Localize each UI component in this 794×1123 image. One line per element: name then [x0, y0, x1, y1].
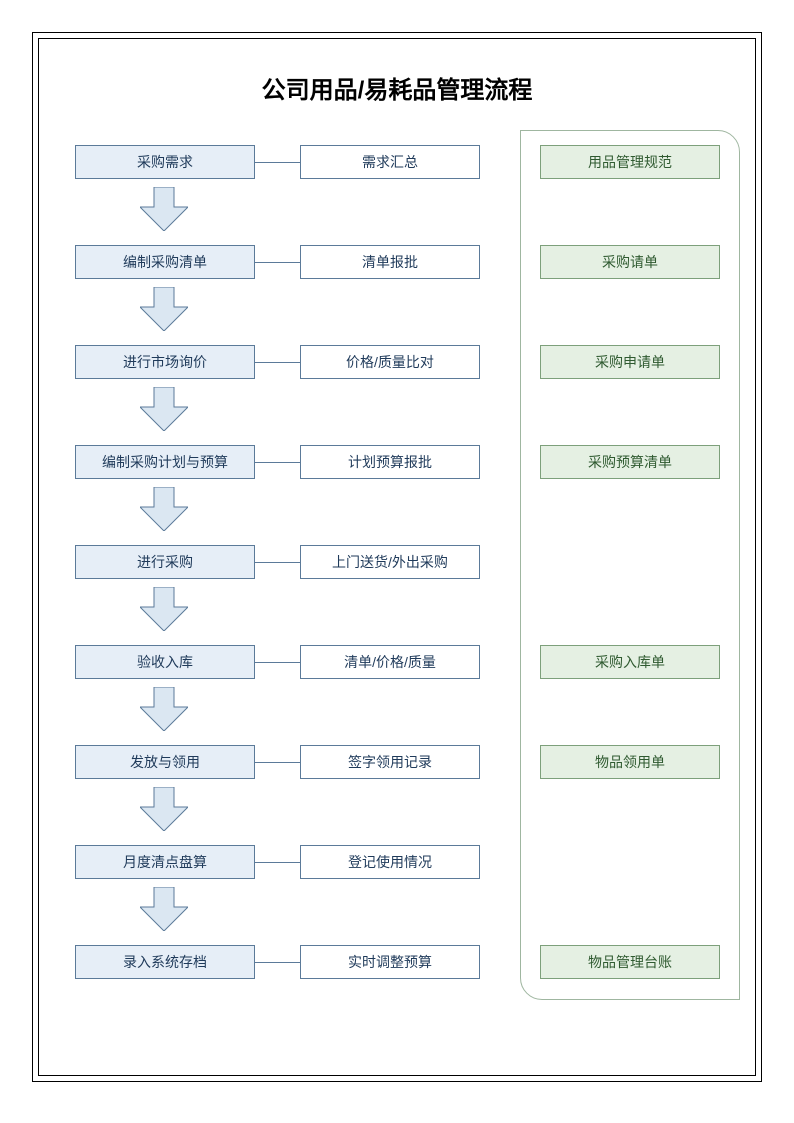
process-step-1: 编制采购清单	[75, 245, 255, 279]
process-step-3: 编制采购计划与预算	[75, 445, 255, 479]
document-0: 用品管理规范	[540, 145, 720, 179]
process-step-6: 发放与领用	[75, 745, 255, 779]
process-step-5: 验收入库	[75, 645, 255, 679]
process-step-4: 进行采购	[75, 545, 255, 579]
process-detail-6: 签字领用记录	[300, 745, 480, 779]
arrow-down-icon	[140, 487, 188, 531]
process-detail-8: 实时调整预算	[300, 945, 480, 979]
page: 公司用品/易耗品管理流程 采购需求 需求汇总 用品管理规范编制采购清单 清单报批 采购请…	[0, 0, 794, 1123]
process-step-8: 录入系统存档	[75, 945, 255, 979]
arrow-down-icon	[140, 687, 188, 731]
process-step-0: 采购需求	[75, 145, 255, 179]
connector-line	[255, 162, 300, 163]
document-2: 采购申请单	[540, 345, 720, 379]
connector-line	[255, 862, 300, 863]
process-step-2: 进行市场询价	[75, 345, 255, 379]
connector-line	[255, 262, 300, 263]
arrow-down-icon	[140, 187, 188, 231]
arrow-down-icon	[140, 887, 188, 931]
process-detail-0: 需求汇总	[300, 145, 480, 179]
document-6: 物品领用单	[540, 745, 720, 779]
process-detail-3: 计划预算报批	[300, 445, 480, 479]
process-detail-2: 价格/质量比对	[300, 345, 480, 379]
arrow-down-icon	[140, 787, 188, 831]
page-title: 公司用品/易耗品管理流程	[0, 70, 794, 105]
document-3: 采购预算清单	[540, 445, 720, 479]
connector-line	[255, 762, 300, 763]
connector-line	[255, 462, 300, 463]
document-8: 物品管理台账	[540, 945, 720, 979]
document-5: 采购入库单	[540, 645, 720, 679]
document-1: 采购请单	[540, 245, 720, 279]
process-detail-5: 清单/价格/质量	[300, 645, 480, 679]
arrow-down-icon	[140, 287, 188, 331]
process-detail-1: 清单报批	[300, 245, 480, 279]
connector-line	[255, 962, 300, 963]
arrow-down-icon	[140, 387, 188, 431]
process-detail-4: 上门送货/外出采购	[300, 545, 480, 579]
process-detail-7: 登记使用情况	[300, 845, 480, 879]
arrow-down-icon	[140, 587, 188, 631]
connector-line	[255, 562, 300, 563]
connector-line	[255, 662, 300, 663]
connector-line	[255, 362, 300, 363]
process-step-7: 月度清点盘算	[75, 845, 255, 879]
